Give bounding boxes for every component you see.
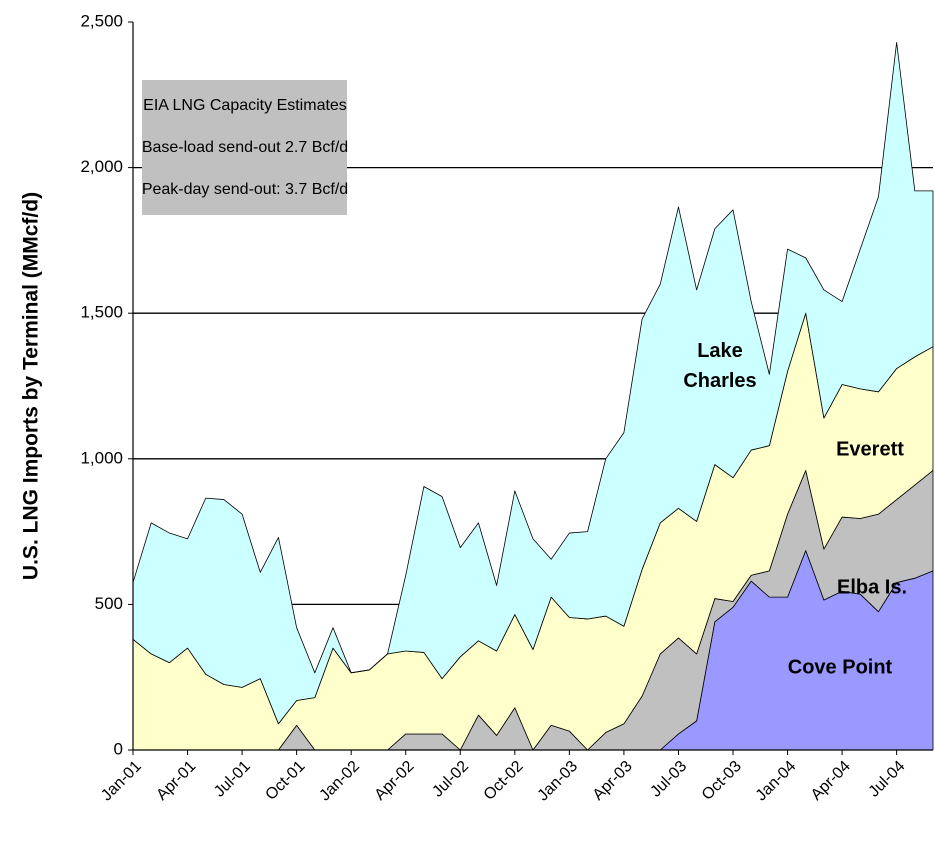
- x-tick-label: Jul-04: [866, 758, 909, 801]
- x-tick-label: Oct-01: [262, 758, 308, 804]
- area: [132, 41, 934, 725]
- series-label: Everett: [836, 438, 904, 460]
- y-axis-label: U.S. LNG Imports by Terminal (MMcf/d): [20, 192, 43, 580]
- x-tick-label: Jul-01: [211, 758, 254, 801]
- x-tick-label: Apr-01: [153, 758, 199, 804]
- annotation-text: Peak-day send-out: 3.7 Bcf/d: [142, 181, 348, 198]
- x-tick-label: Apr-03: [590, 758, 636, 804]
- x-tick-label: Oct-03: [699, 758, 745, 804]
- x-tick-label: Apr-04: [808, 758, 854, 804]
- x-tick-label: Apr-02: [372, 758, 418, 804]
- annotation-text: EIA LNG Capacity Estimates: [143, 97, 347, 114]
- x-tick-label: Jan-02: [316, 758, 363, 805]
- x-tick-label: Oct-02: [481, 758, 527, 804]
- x-tick-label: Jul-02: [429, 758, 472, 801]
- y-tick-label: 2,500: [80, 11, 123, 30]
- x-tick-label: Jan-01: [98, 758, 145, 805]
- y-tick-label: 0: [114, 739, 123, 758]
- y-tick-label: 1,500: [80, 303, 123, 322]
- x-tick-label: Jan-03: [535, 758, 582, 805]
- annotation-box: [142, 80, 347, 215]
- y-tick-label: 2,000: [80, 157, 123, 176]
- series-label: Elba Is.: [837, 576, 907, 598]
- x-tick-label: Jul-03: [647, 758, 690, 801]
- series-label: Lake Charles: [683, 340, 756, 392]
- series-label: Cove Point: [788, 656, 893, 678]
- x-tick-label: Jan-04: [753, 758, 800, 805]
- annotation-text: Base-load send-out 2.7 Bcf/d: [142, 139, 348, 156]
- y-tick-label: 1,000: [80, 448, 123, 467]
- y-tick-label: 500: [95, 594, 123, 613]
